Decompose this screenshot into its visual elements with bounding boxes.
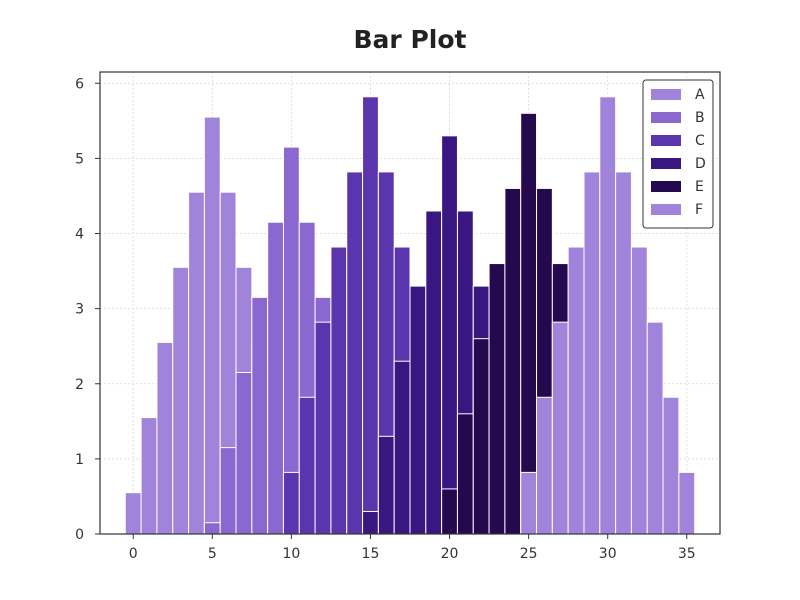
bar-B-5 bbox=[203, 522, 221, 535]
y-tick-label-4: 4 bbox=[75, 227, 84, 243]
legend-swatch-A bbox=[651, 89, 681, 100]
y-tick-label-3: 3 bbox=[75, 302, 84, 318]
legend-swatch-F bbox=[651, 204, 681, 215]
bar-D-16 bbox=[377, 435, 395, 535]
bar-F-27 bbox=[551, 321, 569, 535]
x-tick-label-4: 20 bbox=[441, 546, 459, 562]
bar-D-15 bbox=[362, 510, 379, 535]
bar-D-17 bbox=[393, 360, 411, 535]
bar-A-0 bbox=[124, 492, 142, 535]
bar-F-33 bbox=[646, 321, 664, 535]
x-tick-label-0: 0 bbox=[129, 546, 138, 562]
legend-label-B: B bbox=[695, 110, 705, 126]
bar-A-1 bbox=[140, 417, 158, 535]
legend-label-F: F bbox=[695, 202, 703, 218]
bar-B-8 bbox=[251, 296, 269, 535]
axes-frame bbox=[99, 71, 721, 535]
bar-D-19 bbox=[425, 210, 443, 535]
y-axis: 0 1 2 3 4 5 6 bbox=[75, 76, 100, 543]
bar-A-2 bbox=[156, 341, 174, 535]
bar-F-26 bbox=[536, 396, 553, 535]
x-tick-label-7: 35 bbox=[678, 546, 696, 562]
legend-label-A: A bbox=[695, 87, 705, 103]
y-tick-label-6: 6 bbox=[75, 76, 84, 92]
x-tick-label-1: 5 bbox=[208, 546, 217, 562]
bar-B-9 bbox=[267, 221, 284, 535]
y-tick-label-0: 0 bbox=[75, 527, 84, 543]
bar-F-32 bbox=[630, 246, 648, 535]
bar-E-25 bbox=[520, 112, 538, 535]
bar-C-15 bbox=[362, 96, 379, 535]
bar-A-3 bbox=[172, 266, 190, 535]
bar-D-20 bbox=[441, 135, 458, 535]
bar-D-18 bbox=[409, 285, 427, 535]
bar-F-31 bbox=[615, 171, 632, 535]
bar-E-23 bbox=[488, 263, 506, 535]
bars bbox=[124, 96, 696, 535]
x-tick-label-2: 10 bbox=[282, 546, 300, 562]
legend-label-E: E bbox=[695, 179, 704, 195]
bar-A-5 bbox=[203, 116, 221, 535]
bar-B-7 bbox=[235, 371, 253, 535]
bar-F-34 bbox=[662, 396, 680, 535]
bar-F-25 bbox=[520, 471, 538, 535]
bar-F-35 bbox=[678, 471, 696, 535]
bar-C-11 bbox=[298, 396, 316, 535]
legend-label-C: C bbox=[695, 133, 705, 149]
bar-A-4 bbox=[188, 191, 205, 535]
bar-E-24 bbox=[504, 187, 522, 535]
chart-title: Bar Plot bbox=[354, 25, 467, 54]
y-tick-label-2: 2 bbox=[75, 377, 84, 393]
bar-C-10 bbox=[282, 471, 300, 535]
x-axis: 0 5 10 15 20 25 30 35 bbox=[129, 534, 696, 562]
legend-label-D: D bbox=[695, 156, 706, 172]
bar-F-29 bbox=[583, 171, 601, 535]
bar-C-14 bbox=[346, 171, 364, 535]
bar-E-20 bbox=[441, 488, 458, 535]
series-F-bars bbox=[520, 96, 696, 535]
x-tick-label-5: 25 bbox=[520, 546, 538, 562]
x-tick-label-3: 15 bbox=[362, 546, 380, 562]
bar-F-30 bbox=[599, 96, 617, 535]
bar-F-28 bbox=[567, 246, 585, 535]
bar-E-22 bbox=[472, 338, 490, 535]
legend-swatch-B bbox=[651, 112, 681, 123]
legend-swatch-E bbox=[651, 181, 681, 192]
bar-B-6 bbox=[219, 447, 237, 535]
bar-C-13 bbox=[330, 246, 348, 535]
bar-E-21 bbox=[456, 413, 474, 535]
y-tick-label-5: 5 bbox=[75, 151, 84, 167]
bar-C-12 bbox=[314, 321, 332, 535]
legend-swatch-D bbox=[651, 158, 681, 169]
y-tick-label-1: 1 bbox=[75, 452, 84, 468]
x-tick-label-6: 30 bbox=[599, 546, 617, 562]
legend-swatch-C bbox=[651, 135, 681, 146]
